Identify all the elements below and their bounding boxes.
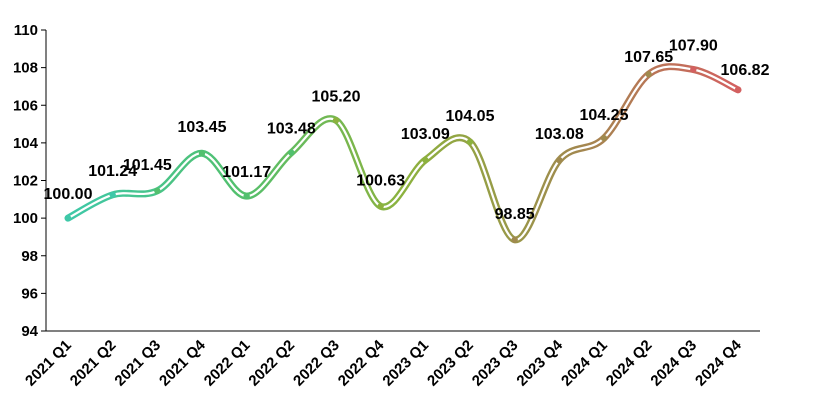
data-point bbox=[154, 187, 161, 195]
data-label: 98.85 bbox=[495, 206, 535, 223]
data-label: 104.05 bbox=[446, 108, 495, 125]
y-tick-label: 94 bbox=[21, 323, 38, 340]
series-line bbox=[64, 63, 742, 244]
data-point bbox=[198, 150, 206, 157]
data-label: 104.25 bbox=[580, 107, 629, 124]
data-point bbox=[511, 236, 518, 243]
data-point bbox=[243, 192, 250, 200]
data-points bbox=[64, 66, 742, 243]
data-point bbox=[109, 191, 116, 198]
data-label: 103.08 bbox=[535, 126, 584, 143]
data-label: 105.20 bbox=[312, 88, 361, 105]
data-label: 107.90 bbox=[669, 38, 718, 55]
y-tick-label: 98 bbox=[21, 248, 38, 265]
data-point bbox=[556, 156, 563, 164]
series-line-inner bbox=[66, 65, 740, 241]
data-label: 101.45 bbox=[123, 157, 172, 174]
x-tick-label: 2022 Q2 bbox=[245, 337, 298, 390]
y-tick-label: 104 bbox=[13, 135, 39, 152]
data-label: 101.17 bbox=[222, 164, 271, 181]
x-tick-label: 2021 Q3 bbox=[111, 337, 164, 390]
data-point bbox=[377, 203, 384, 210]
x-tick-label: 2024 Q2 bbox=[603, 337, 656, 390]
x-tick-label: 2021 Q2 bbox=[67, 337, 120, 390]
x-tick-label: 2022 Q1 bbox=[201, 337, 254, 390]
x-tick-label: 2022 Q4 bbox=[335, 336, 388, 389]
data-label: 101.24 bbox=[88, 163, 137, 180]
x-tick-label: 2023 Q4 bbox=[513, 336, 566, 389]
data-point bbox=[645, 71, 652, 78]
data-point bbox=[64, 214, 72, 222]
data-label: 103.48 bbox=[267, 121, 316, 138]
data-point bbox=[332, 117, 340, 124]
x-tick-label: 2023 Q1 bbox=[379, 337, 432, 390]
x-tick-label: 2023 Q3 bbox=[469, 337, 522, 390]
data-point bbox=[422, 156, 429, 164]
y-tick-label: 96 bbox=[21, 285, 38, 302]
x-tick-label: 2022 Q3 bbox=[290, 337, 343, 390]
y-tick-label: 102 bbox=[13, 173, 38, 190]
series-line-outer bbox=[64, 63, 742, 244]
data-label: 100.63 bbox=[356, 172, 405, 189]
y-tick-label: 106 bbox=[13, 97, 38, 114]
data-label: 103.09 bbox=[401, 126, 450, 143]
x-tick-label: 2023 Q2 bbox=[424, 337, 477, 390]
data-label: 107.65 bbox=[624, 49, 673, 66]
x-tick-label: 2024 Q3 bbox=[647, 337, 700, 390]
data-point bbox=[690, 66, 697, 73]
x-tick-label: 2021 Q4 bbox=[156, 336, 209, 389]
data-label: 100.00 bbox=[44, 186, 93, 203]
data-label: 106.82 bbox=[721, 62, 770, 79]
y-tick-label: 110 bbox=[14, 22, 38, 39]
x-tick-label: 2021 Q1 bbox=[22, 337, 75, 390]
data-point bbox=[600, 134, 608, 142]
y-tick-labels: 94 96 98 100 102 104 106 108 110 bbox=[13, 22, 46, 340]
data-point bbox=[288, 149, 295, 156]
data-point bbox=[466, 138, 474, 146]
data-label: 103.45 bbox=[178, 119, 227, 136]
x-tick-label: 2024 Q1 bbox=[558, 337, 611, 390]
y-tick-label: 100 bbox=[13, 210, 38, 227]
data-point bbox=[734, 86, 742, 94]
x-tick-label: 2024 Q4 bbox=[692, 336, 745, 389]
y-tick-label: 108 bbox=[13, 60, 38, 77]
